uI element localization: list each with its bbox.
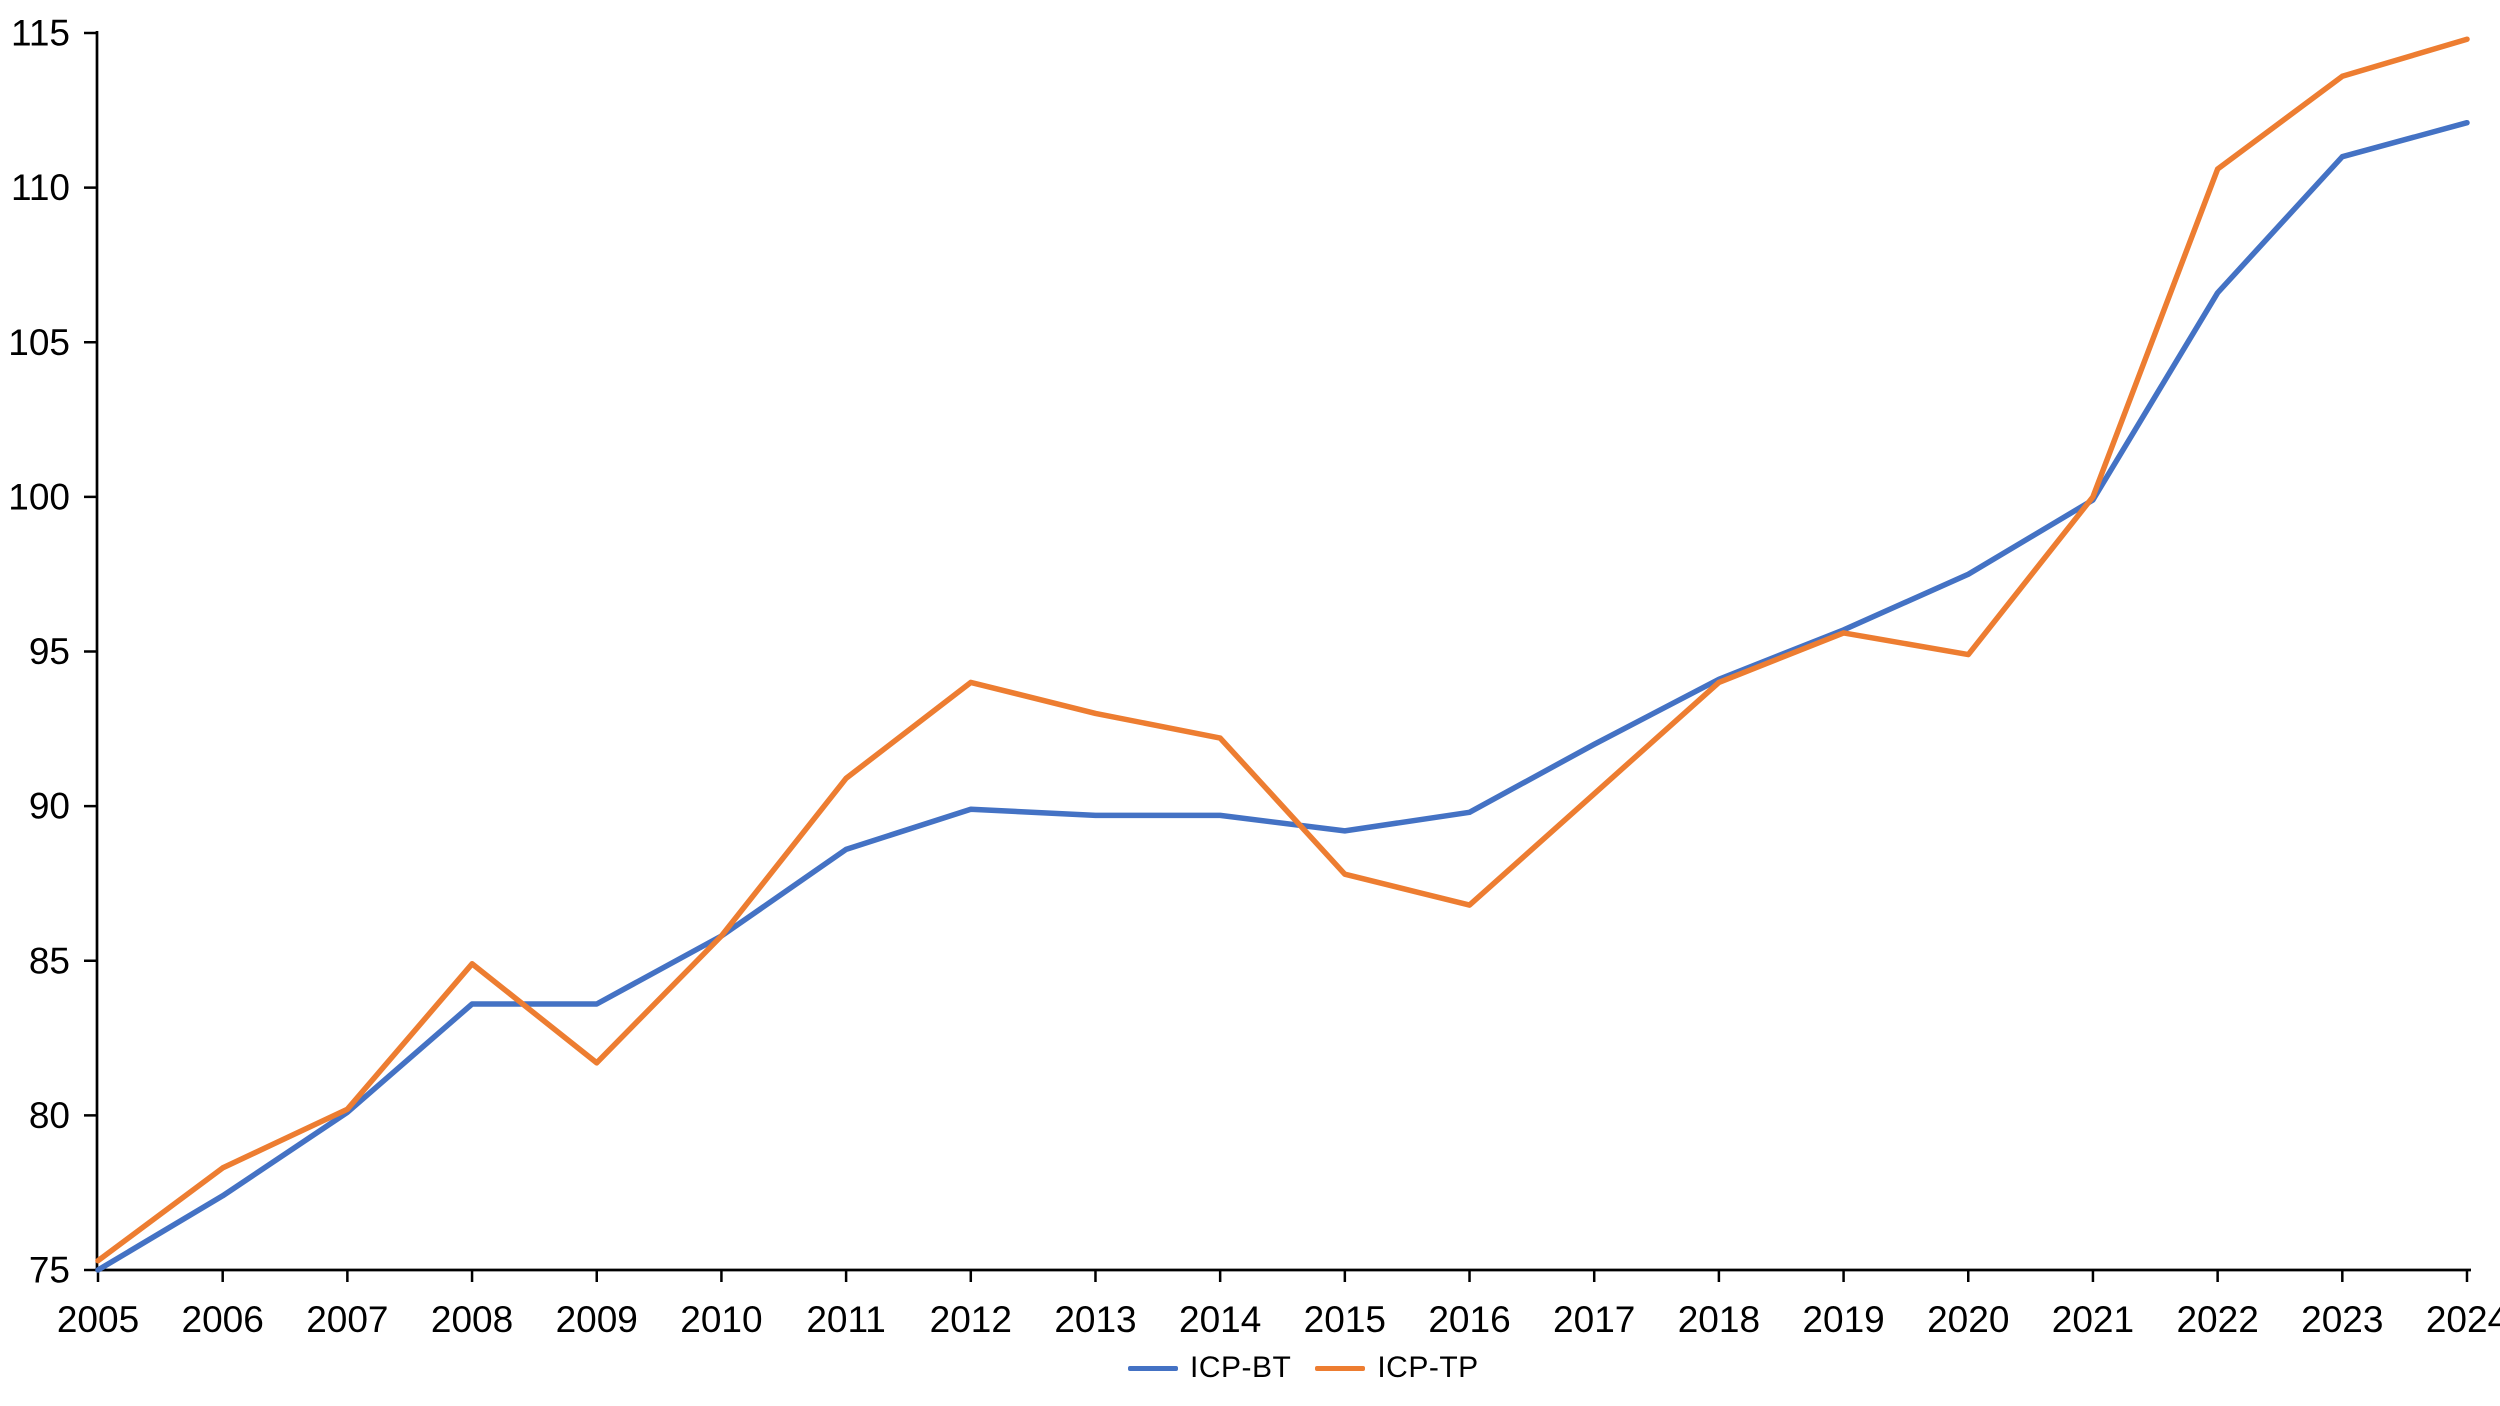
x-tick-label: 2009: [556, 1299, 638, 1340]
y-tick-label: 95: [29, 631, 70, 672]
x-tick-label: 2018: [1678, 1299, 1760, 1340]
x-tick-label: 2016: [1428, 1299, 1510, 1340]
series-line-icp-bt: [95, 119, 2470, 1273]
x-tick-label: 2005: [57, 1299, 139, 1340]
x-tick-label: 2021: [2052, 1299, 2134, 1340]
x-tick-label: 2010: [680, 1299, 762, 1340]
legend-swatch-icp-bt: [1128, 1365, 1178, 1371]
y-tick-label: 115: [11, 13, 70, 54]
x-tick-label: 2013: [1054, 1299, 1136, 1340]
legend-swatch-icp-tp: [1315, 1365, 1366, 1371]
legend-item-icp-tp: ICP-TP: [1315, 1351, 1478, 1385]
legend-item-icp-bt: ICP-BT: [1128, 1351, 1291, 1385]
x-tick-label: 2020: [1927, 1299, 2009, 1340]
x-tick-label: 2008: [431, 1299, 513, 1340]
x-tick-label: 2024: [2426, 1299, 2500, 1340]
legend-label-icp-tp: ICP-TP: [1377, 1351, 1479, 1384]
x-tick-label: 2023: [2301, 1299, 2383, 1340]
y-tick-label: 90: [29, 786, 70, 827]
x-tick-label: 2006: [182, 1299, 264, 1340]
x-tick-label: 2022: [2176, 1299, 2258, 1340]
x-tick-label: 2014: [1179, 1299, 1261, 1340]
legend: ICP-BT ICP-TP: [1128, 1351, 1479, 1385]
x-tick-label: 2015: [1304, 1299, 1386, 1340]
y-tick-label: 75: [29, 1250, 70, 1291]
x-tick-label: 2017: [1553, 1299, 1635, 1340]
x-tick-label: 2007: [306, 1299, 388, 1340]
y-tick-label: 100: [8, 476, 70, 517]
x-tick-label: 2019: [1802, 1299, 1884, 1340]
y-tick-label: 85: [29, 940, 70, 981]
x-tick-label: 2012: [930, 1299, 1012, 1340]
x-tick-label: 2011: [806, 1299, 886, 1340]
legend-label-icp-bt: ICP-BT: [1190, 1351, 1292, 1384]
series-line-icp-tp: [95, 36, 2470, 1264]
y-tick-label: 110: [11, 167, 70, 208]
y-tick-label: 105: [8, 322, 70, 363]
y-tick-label: 80: [29, 1095, 70, 1136]
